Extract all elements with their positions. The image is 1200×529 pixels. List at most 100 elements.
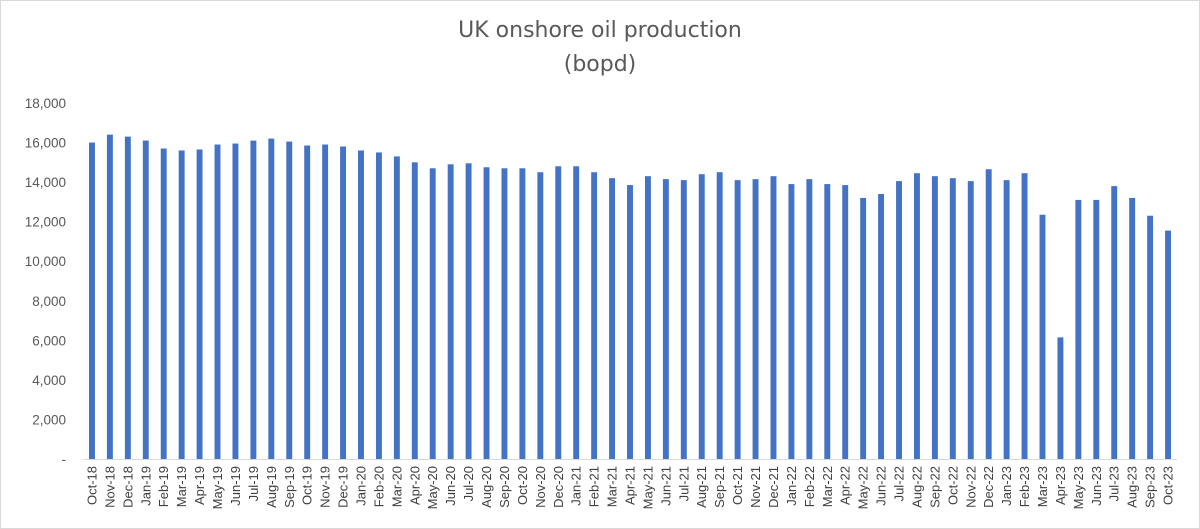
x-tick-label: Apr-22 <box>838 466 853 505</box>
x-tick-label: Aug-19 <box>264 466 279 508</box>
x-tick-label: Oct-19 <box>300 466 315 505</box>
bar <box>537 172 544 459</box>
bar <box>716 172 723 459</box>
x-tick-label: Nov-19 <box>318 466 333 508</box>
bar <box>447 164 454 459</box>
x-tick-label: Jun-23 <box>1089 466 1104 506</box>
bar <box>411 162 418 459</box>
x-tick-label: Dec-20 <box>551 466 566 508</box>
bar <box>609 178 616 459</box>
bar <box>860 197 867 459</box>
bar <box>286 141 293 459</box>
bar <box>591 172 598 459</box>
x-tick-label: Dec-18 <box>120 466 135 508</box>
y-tick-label: 8,000 <box>32 294 66 309</box>
x-tick-label: Oct-18 <box>84 466 99 505</box>
x-tick-label: May-22 <box>856 466 871 509</box>
bar <box>896 181 902 459</box>
x-tick-label: Oct-23 <box>1161 466 1176 505</box>
x-tick-label: Jun-21 <box>658 466 673 506</box>
bar <box>806 179 813 459</box>
bar <box>1075 199 1082 459</box>
bar <box>1003 180 1010 459</box>
bar <box>698 174 705 459</box>
x-tick-label: Nov-20 <box>533 466 548 508</box>
bar <box>680 180 687 459</box>
x-tick-label: Jan-23 <box>999 466 1014 506</box>
y-tick-label: 14,000 <box>25 175 66 190</box>
x-tick-label: Apr-19 <box>192 466 207 505</box>
x-tick-label: Apr-23 <box>1053 466 1068 505</box>
y-tick-label: 6,000 <box>32 333 66 348</box>
y-tick-label: - <box>62 452 67 467</box>
x-tick-label: Mar-22 <box>820 466 835 507</box>
bar <box>1129 197 1136 459</box>
y-tick-label: 16,000 <box>25 136 66 151</box>
bar <box>178 150 185 459</box>
x-tick-label: Apr-20 <box>407 466 422 505</box>
x-tick-label: Oct-22 <box>945 466 960 505</box>
x-tick-label: Jul-20 <box>461 466 476 501</box>
y-tick-label: 10,000 <box>25 254 66 269</box>
x-tick-label: Jul-22 <box>892 466 907 501</box>
x-tick-label: Nov-18 <box>102 466 117 508</box>
bar <box>358 150 364 459</box>
bar <box>752 179 759 459</box>
x-tick-label: Feb-19 <box>156 466 171 507</box>
bar <box>985 169 992 459</box>
x-tick-label: Jan-22 <box>784 466 799 506</box>
y-axis: - 2,000 4,000 6,000 8,000 10,000 12,000 14,000 1… <box>25 96 66 467</box>
x-tick-label: Aug-20 <box>479 466 494 508</box>
x-tick-label: Aug-23 <box>1125 466 1140 508</box>
x-tick-label: Jun-20 <box>443 466 458 506</box>
bar <box>573 166 580 460</box>
x-tick-label: Mar-21 <box>605 466 620 507</box>
bar <box>519 168 526 459</box>
bar <box>393 156 400 459</box>
bar <box>196 149 203 460</box>
bar <box>770 176 777 459</box>
x-tick-label: Sep-21 <box>712 466 727 508</box>
x-tick-label: Dec-22 <box>981 466 996 508</box>
bar <box>142 140 149 459</box>
bar <box>1057 337 1064 459</box>
bar <box>214 144 221 459</box>
x-tick-label: May-21 <box>640 466 655 509</box>
bar <box>250 140 257 459</box>
bar <box>1165 230 1171 459</box>
x-tick-label: May-20 <box>425 466 440 509</box>
chart-subtitle: (bopd) <box>563 52 637 77</box>
bar <box>842 185 849 459</box>
x-tick-label: Jul-21 <box>676 466 691 501</box>
bar <box>322 144 329 459</box>
x-tick-label: Sep-20 <box>497 466 512 508</box>
y-tick-label: 12,000 <box>25 215 66 230</box>
bar <box>1021 173 1028 459</box>
x-tick-label: Aug-22 <box>909 466 924 508</box>
bar <box>89 142 95 459</box>
x-tick-label: Mar-19 <box>174 466 189 507</box>
x-tick-label: May-23 <box>1071 466 1086 509</box>
x-axis: Oct-18 Nov-18 Dec-18 Jan-19 Feb-19 Mar-19 Apr-… <box>84 466 1175 509</box>
bar <box>340 146 347 459</box>
x-tick-label: Jul-19 <box>246 466 261 501</box>
x-tick-label: Feb-23 <box>1017 466 1032 507</box>
x-tick-label: Jun-22 <box>874 466 889 506</box>
x-tick-label: Jan-21 <box>569 466 584 506</box>
chart-title: UK onshore oil production <box>458 18 742 43</box>
bar <box>106 134 113 459</box>
x-tick-label: Jan-20 <box>353 466 368 506</box>
bar <box>232 143 239 460</box>
x-tick-label: Mar-23 <box>1035 466 1050 507</box>
bar <box>124 136 131 459</box>
bar <box>949 178 956 459</box>
x-tick-label: Jul-23 <box>1107 466 1122 501</box>
x-tick-label: Nov-21 <box>748 466 763 508</box>
x-tick-label: Jun-19 <box>228 466 243 506</box>
x-tick-label: Nov-22 <box>963 466 978 508</box>
x-tick-label: Sep-23 <box>1143 466 1158 508</box>
bar <box>375 152 382 459</box>
bar <box>483 167 490 459</box>
x-tick-label: Feb-22 <box>802 466 817 507</box>
bar <box>967 181 974 459</box>
